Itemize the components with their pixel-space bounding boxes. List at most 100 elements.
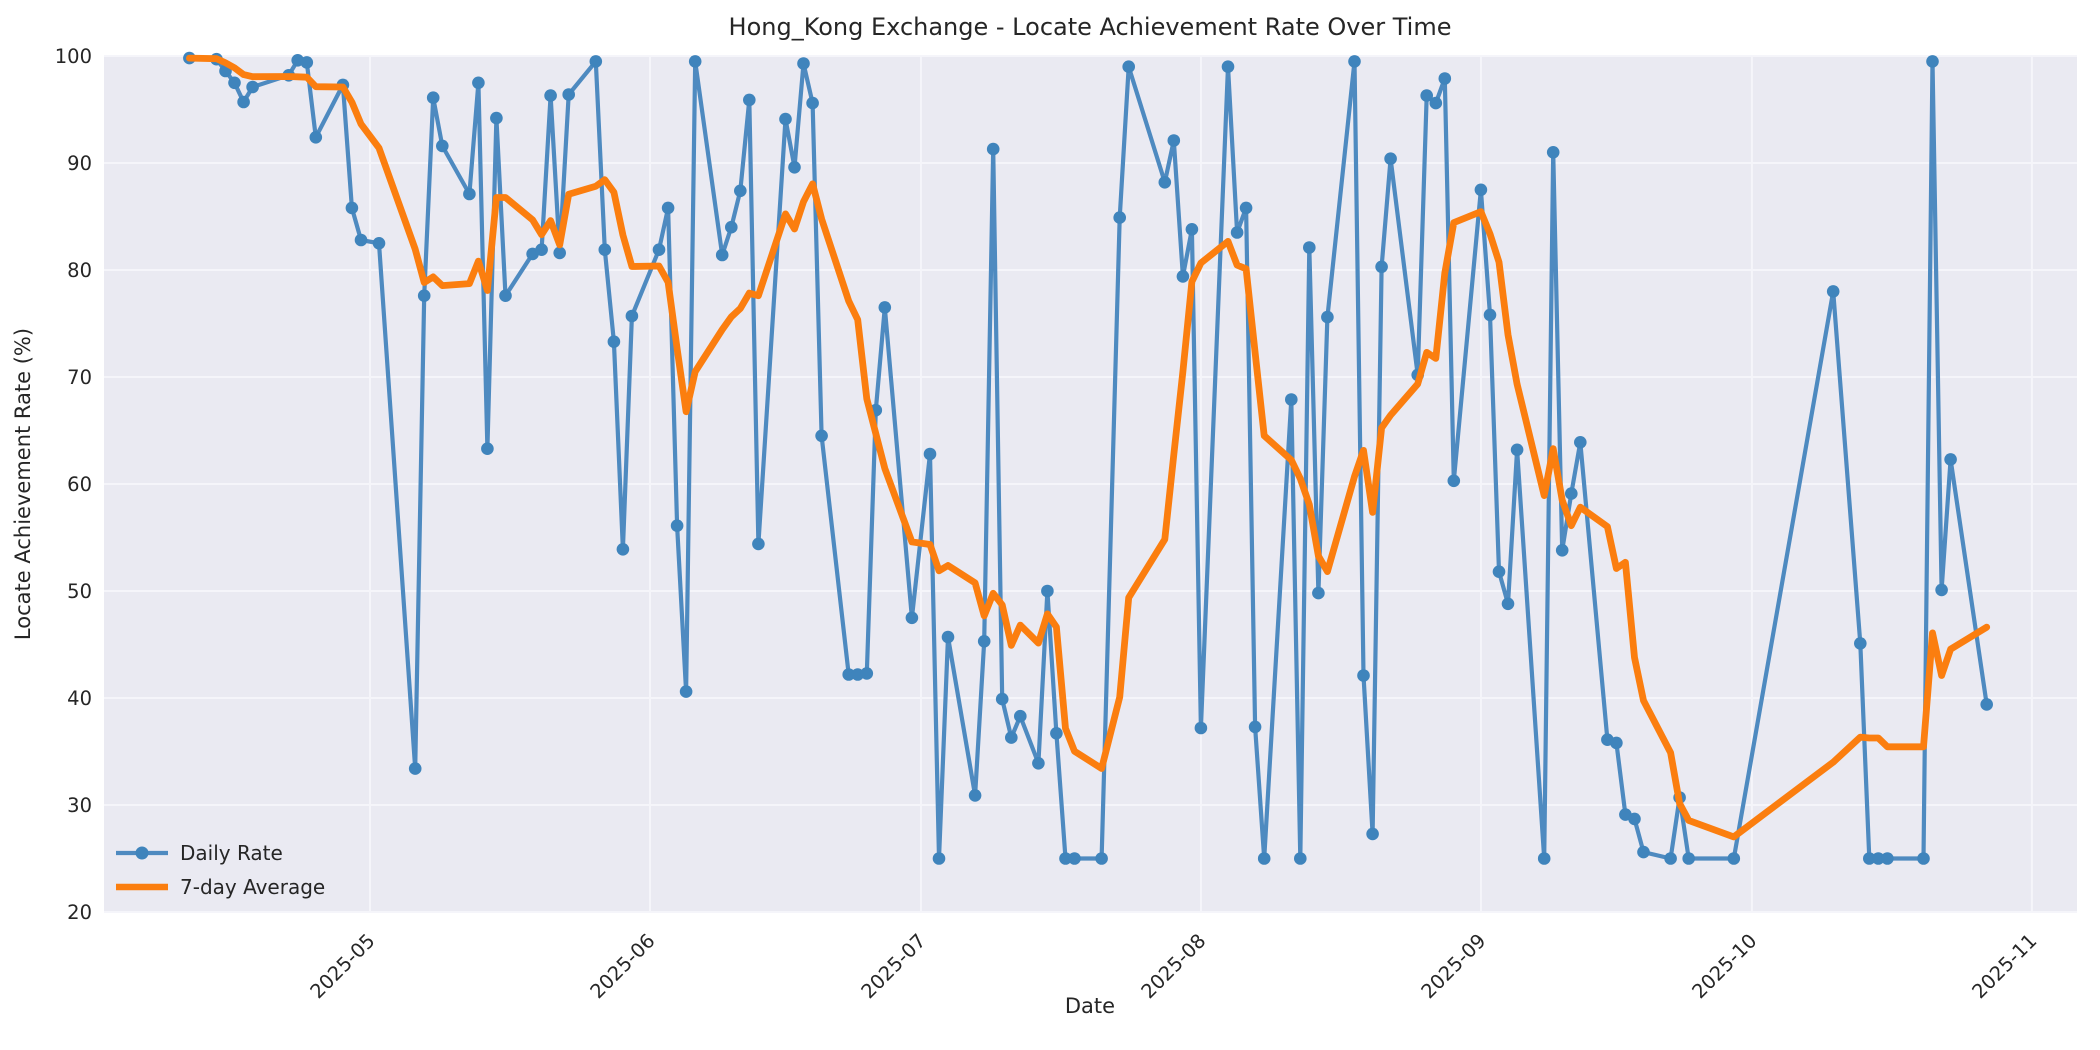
data-point <box>688 55 702 68</box>
data-point <box>1176 270 1190 283</box>
data-point <box>553 246 566 260</box>
data-point <box>1881 852 1894 865</box>
data-point <box>1348 55 1361 68</box>
data-point <box>246 80 259 94</box>
x-axis-label: Date <box>1065 994 1115 1018</box>
data-point <box>977 635 991 648</box>
x-tick-label: 2025-10 <box>1688 929 1762 1003</box>
data-point <box>1429 96 1443 110</box>
data-point <box>1321 310 1334 324</box>
data-point <box>1854 637 1867 650</box>
data-point <box>652 243 666 256</box>
data-point <box>1095 852 1108 865</box>
data-point <box>1492 565 1506 578</box>
x-axis-tick-labels: 2025-05 2025-06 2025-07 2025-08 2025-09 2025-… <box>306 929 2042 1003</box>
data-point <box>1059 852 1072 865</box>
x-tick-label: 2025-08 <box>1137 929 1211 1003</box>
data-point <box>472 76 485 90</box>
data-point <box>228 76 241 90</box>
data-point <box>1312 586 1325 600</box>
data-point <box>797 57 810 70</box>
data-point <box>1113 211 1126 224</box>
data-point <box>661 201 675 215</box>
data-point <box>544 89 557 102</box>
data-point <box>1447 474 1461 488</box>
data-point <box>878 301 892 314</box>
data-point <box>860 667 874 680</box>
data-point <box>408 762 422 775</box>
data-point <box>679 685 693 698</box>
data-point <box>788 161 801 174</box>
chart-title: Hong_Kong Exchange - Locate Achievement … <box>729 13 1452 41</box>
y-tick-label: 60 <box>67 473 92 496</box>
data-point <box>1230 226 1244 239</box>
data-point <box>1483 308 1497 322</box>
y-axis-tick-labels: 20 30 40 50 60 70 80 90 100 <box>55 45 92 924</box>
data-point <box>1303 241 1316 254</box>
seven-day-average-series <box>185 54 1991 841</box>
y-tick-label: 100 <box>55 45 92 68</box>
data-point <box>1384 152 1397 165</box>
data-point <box>1926 55 1939 68</box>
data-point <box>1167 134 1181 147</box>
data-point <box>237 95 250 109</box>
data-point <box>905 611 919 625</box>
legend: Daily Rate 7-day Average <box>116 841 325 899</box>
data-point <box>1510 443 1524 457</box>
data-point <box>1474 183 1488 197</box>
y-tick-label: 50 <box>67 580 92 603</box>
data-point <box>1546 146 1560 159</box>
x-tick-label: 2025-11 <box>1968 929 2042 1003</box>
x-tick-label: 2025-06 <box>586 929 660 1003</box>
data-point <box>463 187 476 201</box>
data-point <box>1014 709 1027 723</box>
data-point <box>995 692 1009 706</box>
legend-item-daily-rate: Daily Rate <box>116 841 283 865</box>
data-point <box>752 537 765 551</box>
data-point <box>1980 698 1993 711</box>
data-point <box>1565 487 1578 500</box>
data-point <box>1944 453 1957 466</box>
legend-item-7day-average: 7-day Average <box>116 875 325 899</box>
data-point <box>923 447 937 461</box>
data-point <box>968 789 982 802</box>
data-point <box>499 289 512 303</box>
data-point <box>1248 720 1262 734</box>
y-tick-label: 70 <box>67 366 92 389</box>
data-point <box>1221 60 1235 73</box>
data-point <box>1068 852 1081 865</box>
data-point <box>1366 827 1379 841</box>
data-point <box>372 237 386 250</box>
data-point <box>625 309 639 323</box>
data-point <box>725 220 738 234</box>
data-point <box>309 131 323 144</box>
data-point <box>670 519 684 532</box>
data-point <box>1185 223 1199 236</box>
data-point <box>815 429 828 443</box>
data-point <box>1257 852 1271 865</box>
daily-rate-legend-marker-icon <box>135 846 149 860</box>
data-point <box>932 852 946 865</box>
data-point <box>734 184 747 198</box>
x-tick-label: 2025-09 <box>1417 929 1491 1003</box>
data-point <box>743 93 756 107</box>
data-point <box>562 88 575 101</box>
data-point <box>1872 852 1885 865</box>
data-point <box>1501 597 1515 611</box>
data-point <box>1158 176 1172 189</box>
data-point <box>1826 285 1840 298</box>
data-point <box>1194 721 1208 735</box>
data-point <box>941 630 955 644</box>
data-point <box>426 91 440 104</box>
data-point <box>490 111 503 125</box>
daily-rate-series <box>183 51 1993 865</box>
grid <box>104 55 2077 913</box>
data-point <box>1863 852 1876 865</box>
x-tick-label: 2025-05 <box>306 929 380 1003</box>
data-point <box>1935 583 1948 597</box>
x-tick-label: 2025-07 <box>857 929 931 1003</box>
data-point <box>436 139 449 153</box>
seven-day-average-line <box>185 54 1991 841</box>
data-point <box>1050 727 1063 740</box>
